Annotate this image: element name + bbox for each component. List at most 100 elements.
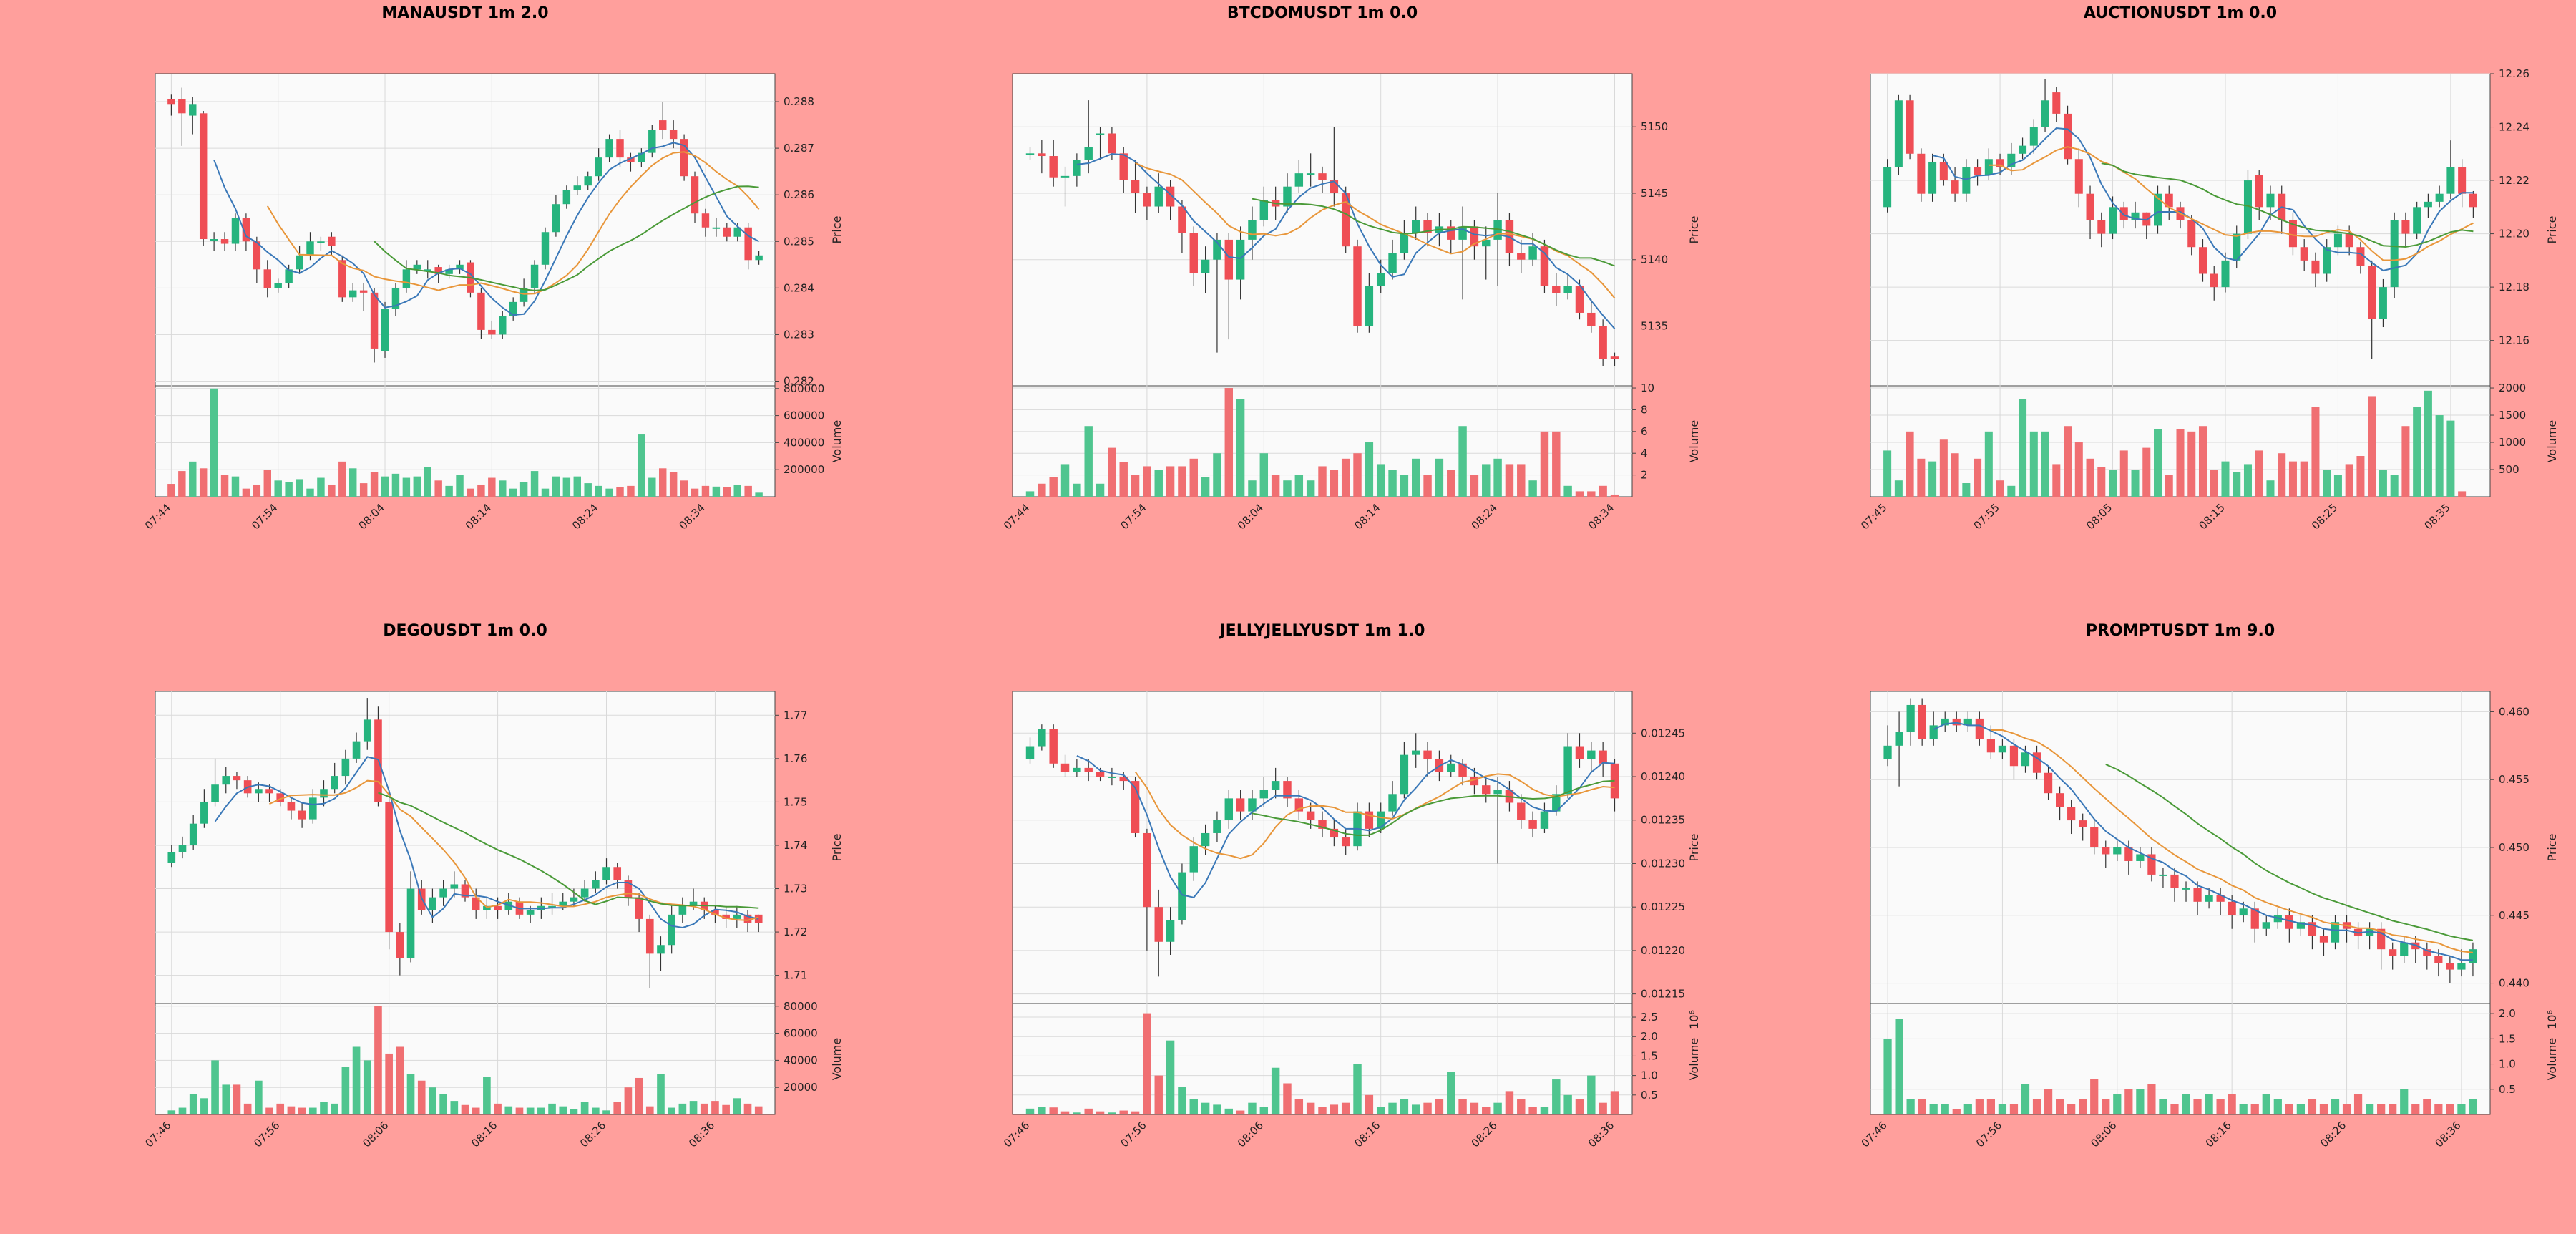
- volume-bar: [2233, 472, 2241, 497]
- candle-body: [2029, 127, 2038, 146]
- price-tick-label: 0.286: [784, 188, 814, 201]
- price-panel: [1012, 73, 1633, 387]
- x-tick-label: 08:14: [1352, 501, 1382, 532]
- volume-panel: [1012, 1003, 1633, 1115]
- volume-bar: [450, 1101, 459, 1114]
- candle-body: [573, 185, 582, 190]
- volume-bar: [461, 1104, 469, 1114]
- volume-bar: [573, 476, 582, 497]
- candle-body: [2262, 922, 2270, 929]
- candle-body: [1236, 798, 1245, 812]
- volume-bar: [2457, 1104, 2466, 1114]
- volume-axis-label: Volume: [830, 1038, 844, 1081]
- candle-body: [722, 914, 730, 919]
- volume-bar: [2007, 485, 2016, 497]
- volume-bar: [467, 488, 474, 497]
- volume-bar: [1447, 1072, 1455, 1114]
- volume-bar: [1341, 458, 1350, 497]
- volume-bar: [1330, 470, 1339, 497]
- volume-bar: [499, 480, 507, 497]
- volume-tick-label: 80000: [784, 1000, 818, 1013]
- volume-tick-label: 6: [1641, 425, 1648, 438]
- candle-body: [2067, 807, 2076, 821]
- volume-bar: [370, 472, 379, 497]
- candle-body: [1049, 729, 1058, 764]
- candle-body: [1084, 767, 1093, 772]
- candle-body: [317, 241, 325, 243]
- candle-body: [1178, 206, 1186, 233]
- volume-bar: [1376, 1107, 1385, 1114]
- volume-bar: [1963, 1104, 1972, 1114]
- price-tick-label: 0.01235: [1641, 814, 1685, 827]
- price-tick-label: 12.24: [2499, 121, 2529, 134]
- candle-body: [413, 264, 421, 270]
- volume-bar: [733, 484, 741, 497]
- volume-bar: [265, 1107, 273, 1114]
- candle-body: [1423, 750, 1432, 759]
- volume-bar: [439, 1094, 447, 1114]
- candle-body: [680, 139, 688, 177]
- volume-bar: [406, 1074, 415, 1114]
- volume-bar: [2323, 470, 2331, 497]
- candle-body: [1131, 180, 1140, 193]
- x-tick-label: 08:06: [2088, 1119, 2119, 1150]
- x-tick-label: 08:36: [686, 1119, 717, 1150]
- volume-bar: [1318, 466, 1327, 497]
- volume-bar: [2300, 461, 2308, 497]
- ma-fast-line: [1932, 127, 2474, 272]
- candle-body: [2086, 193, 2094, 220]
- candle-body: [276, 793, 285, 802]
- volume-bar: [1447, 470, 1455, 497]
- volume-bar: [1941, 1104, 1949, 1114]
- candle-body: [1213, 239, 1221, 260]
- volume-bar: [2109, 470, 2117, 497]
- volume-bar: [1038, 1107, 1046, 1114]
- volume-bar: [2119, 450, 2128, 497]
- candle-body: [1025, 153, 1035, 155]
- volume-bar: [1060, 1111, 1070, 1114]
- volume-bar: [1470, 475, 1479, 497]
- volume-bar: [1423, 475, 1432, 497]
- volume-tick-label: 20000: [784, 1081, 818, 1094]
- candle-body: [2356, 247, 2365, 266]
- candle-body: [616, 139, 624, 158]
- volume-bar: [341, 1067, 350, 1114]
- candle-body: [1458, 763, 1467, 777]
- candle-body: [1939, 161, 1948, 181]
- volume-bar: [1143, 466, 1151, 497]
- volume-bar: [591, 1107, 600, 1114]
- volume-bar: [1189, 458, 1198, 497]
- volume-bar: [509, 488, 517, 497]
- chart-title: JELLYJELLYUSDT 1m 1.0: [1218, 622, 1425, 640]
- volume-bar: [1108, 1112, 1116, 1114]
- volume-axis-label: Volume: [2545, 1038, 2559, 1081]
- candle-body: [2055, 793, 2064, 807]
- volume-bar: [1119, 1110, 1128, 1114]
- candle-body: [1998, 745, 2007, 753]
- volume-bar: [1939, 439, 1948, 497]
- volume-panel: [155, 385, 776, 497]
- x-tick-label: 07:46: [1001, 1119, 1032, 1150]
- candle-body: [1951, 180, 1959, 194]
- volume-tick-label: 60000: [784, 1027, 818, 1040]
- candle-body: [274, 283, 282, 288]
- candle-body: [1073, 767, 1081, 772]
- ma-mid-line: [269, 779, 759, 921]
- candle-body: [1084, 147, 1093, 160]
- price-panel: [155, 73, 776, 387]
- candle-body: [1906, 704, 1915, 732]
- candle-body: [691, 176, 699, 214]
- price-tick-label: 1.75: [784, 795, 807, 808]
- volume-bar: [1294, 475, 1304, 497]
- volume-bar: [2205, 1094, 2213, 1114]
- volume-bar: [1528, 480, 1537, 497]
- volume-bar: [2074, 442, 2083, 497]
- volume-bar: [1073, 1112, 1081, 1114]
- candle-body: [754, 914, 763, 923]
- candle-body: [624, 880, 633, 898]
- volume-bar: [1929, 1104, 1938, 1114]
- volume-bar: [477, 484, 485, 497]
- volume-bar: [1951, 453, 1959, 497]
- candle-body: [1294, 173, 1304, 187]
- candle-body: [1470, 226, 1479, 247]
